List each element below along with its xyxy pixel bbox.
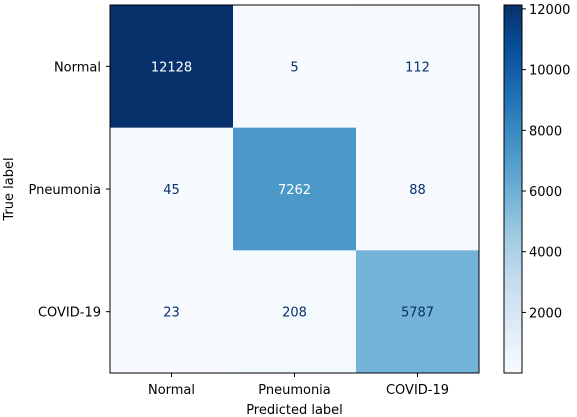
colorbar-tick-label: 2000 — [529, 306, 562, 321]
colorbar-tick-label: 6000 — [529, 185, 562, 200]
matrix-cell — [356, 5, 480, 129]
matrix-cell — [233, 127, 357, 251]
y-axis-ticks: Normal Pneumonia COVID-19 — [28, 60, 110, 321]
y-tick-label: Pneumonia — [28, 183, 101, 198]
colorbar — [503, 4, 523, 374]
cell-value: 23 — [163, 306, 180, 321]
cell-value: 45 — [163, 183, 180, 198]
x-tick-label: Normal — [148, 383, 195, 398]
x-tick-label: COVID-19 — [386, 383, 449, 398]
cell-value: 7262 — [278, 183, 311, 198]
y-tick-label: COVID-19 — [38, 306, 101, 321]
x-axis-ticks: Normal Pneumonia COVID-19 — [148, 373, 449, 398]
x-tick-label: Pneumonia — [258, 383, 331, 398]
matrix-cells — [110, 5, 480, 374]
colorbar-ticks: 2000 4000 6000 8000 10000 12000 — [522, 3, 570, 321]
cell-value: 5787 — [401, 306, 434, 321]
x-axis-title: Predicted label — [246, 403, 343, 417]
y-tick-label: Normal — [54, 60, 101, 75]
colorbar-tick-label: 8000 — [529, 124, 562, 139]
cell-value: 112 — [405, 60, 430, 75]
matrix-cell — [356, 127, 480, 251]
matrix-cell — [110, 250, 234, 374]
matrix-cell — [233, 250, 357, 374]
y-axis-title: True label — [2, 157, 17, 221]
matrix-cell — [233, 5, 357, 129]
colorbar-tick-label: 10000 — [529, 64, 570, 79]
cell-value: 88 — [409, 183, 426, 198]
matrix-cell-labels: 12128 5 112 45 7262 88 23 208 5787 — [151, 60, 434, 320]
cell-value: 208 — [282, 306, 307, 321]
colorbar-tick-label: 4000 — [529, 246, 562, 261]
matrix-cell — [356, 250, 480, 374]
cell-value: 5 — [290, 60, 298, 75]
matrix-cell — [110, 5, 234, 129]
cell-value: 12128 — [151, 60, 192, 75]
matrix-cell — [110, 127, 234, 251]
colorbar-tick-label: 12000 — [529, 3, 570, 18]
